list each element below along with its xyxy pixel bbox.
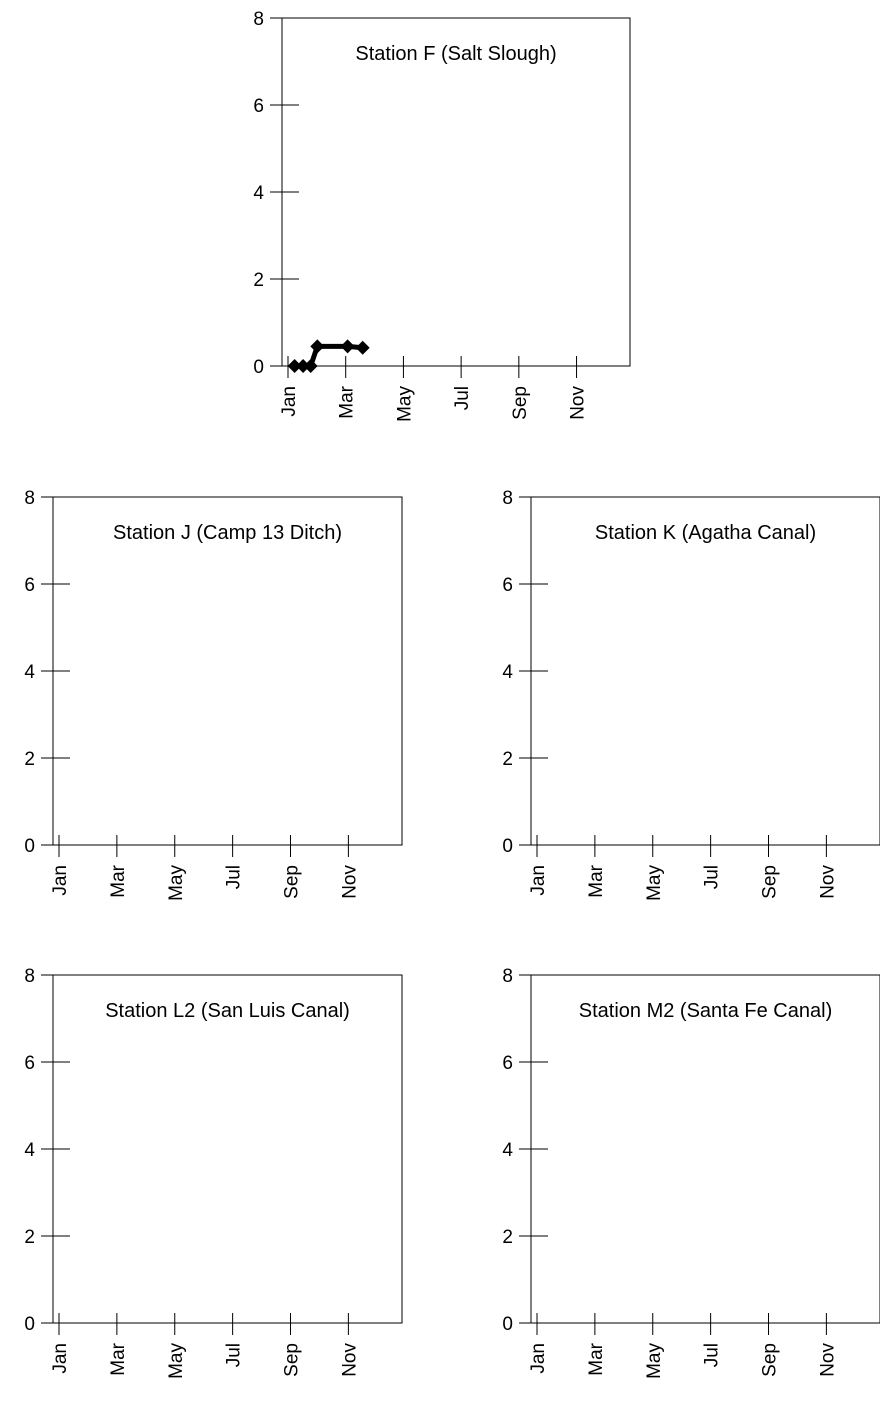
y-tick-label: 6: [502, 1053, 513, 1074]
y-tick-label: 6: [24, 575, 35, 596]
y-tick-label: 2: [253, 270, 264, 291]
data-point: [287, 359, 302, 373]
y-tick-label: 6: [253, 96, 264, 117]
y-tick-label: 8: [502, 966, 513, 987]
chart-panel: 0 2 4 6 8 Jan Mar May Jul Sep Nov Station M2 (Santa…: [502, 966, 880, 1379]
chart-title: Station F (Salt Slough): [355, 43, 556, 65]
x-tick-label: May: [166, 865, 187, 901]
x-tick-label: May: [394, 386, 415, 422]
plot-frame: [52, 974, 403, 1324]
y-tick-label: 0: [253, 357, 264, 378]
chart-title: Station J (Camp 13 Ditch): [113, 522, 342, 544]
y-tick-label: 0: [502, 1314, 513, 1335]
x-tick-label: Jan: [279, 386, 300, 417]
y-tick-label: 0: [502, 836, 513, 857]
x-tick-label: Mar: [586, 1342, 607, 1375]
x-tick-label: May: [644, 1343, 665, 1379]
chart-panel: 0 2 4 6 8 Jan Mar May Jul Sep Nov Station L2 (San L…: [24, 966, 403, 1379]
x-tick-label: Sep: [760, 865, 781, 899]
x-tick-label: Jul: [224, 1343, 245, 1367]
y-tick-label: 8: [253, 9, 264, 30]
x-tick-label: Sep: [760, 1343, 781, 1377]
x-tick-label: May: [644, 865, 665, 901]
x-tick-label: Mar: [586, 864, 607, 897]
chart-panel: 0 2 4 6 8 Jan Mar May Jul Sep Nov Station F (Salt S…: [253, 9, 631, 422]
x-tick-label: Mar: [108, 1342, 129, 1375]
x-tick-label: Nov: [817, 1343, 838, 1377]
x-tick-label: Sep: [282, 1343, 303, 1377]
y-tick-label: 4: [24, 1140, 35, 1161]
plot-frame: [52, 496, 403, 846]
x-tick-label: Nov: [817, 865, 838, 899]
x-tick-label: Nov: [339, 865, 360, 899]
x-tick-label: Mar: [337, 385, 358, 418]
x-tick-label: Mar: [108, 864, 129, 897]
y-tick-label: 8: [502, 488, 513, 509]
data-point: [355, 340, 370, 355]
y-tick-label: 4: [24, 662, 35, 683]
x-tick-label: Jul: [224, 865, 245, 889]
x-tick-label: Jul: [702, 1343, 723, 1367]
y-tick-label: 6: [24, 1053, 35, 1074]
y-tick-label: 8: [24, 966, 35, 987]
y-tick-label: 2: [502, 1227, 513, 1248]
x-tick-label: Sep: [510, 386, 531, 420]
data-point: [303, 359, 318, 373]
data-point: [340, 339, 355, 354]
chart-title: Station L2 (San Luis Canal): [105, 1000, 350, 1022]
y-tick-label: 2: [24, 749, 35, 770]
data-point: [296, 359, 311, 373]
chart-title: Station K (Agatha Canal): [595, 522, 816, 544]
y-tick-label: 2: [502, 749, 513, 770]
x-tick-label: Jan: [528, 1343, 549, 1374]
y-tick-label: 8: [24, 488, 35, 509]
plot-frame: [530, 974, 880, 1324]
plot-frame: [530, 496, 880, 846]
y-tick-label: 6: [502, 575, 513, 596]
x-tick-label: Nov: [568, 386, 589, 420]
x-tick-label: Jul: [702, 865, 723, 889]
x-tick-label: Jan: [50, 865, 71, 896]
y-tick-label: 0: [24, 1314, 35, 1335]
data-point: [310, 339, 325, 354]
y-tick-label: 2: [24, 1227, 35, 1248]
x-tick-label: Sep: [282, 865, 303, 899]
x-tick-label: Jan: [50, 1343, 71, 1374]
y-tick-label: 4: [502, 662, 513, 683]
x-tick-label: Jan: [528, 865, 549, 896]
chart-panel: 0 2 4 6 8 Jan Mar May Jul Sep Nov Station J (Camp 1…: [24, 488, 403, 901]
x-tick-label: May: [166, 1343, 187, 1379]
y-tick-label: 4: [502, 1140, 513, 1161]
plot-frame: [281, 17, 631, 367]
chart-title: Station M2 (Santa Fe Canal): [579, 1000, 832, 1022]
chart-panel: 0 2 4 6 8 Jan Mar May Jul Sep Nov Station K (Agatha…: [502, 488, 880, 901]
x-tick-label: Jul: [452, 386, 473, 410]
y-tick-label: 4: [253, 183, 264, 204]
x-tick-label: Nov: [339, 1343, 360, 1377]
y-tick-label: 0: [24, 836, 35, 857]
